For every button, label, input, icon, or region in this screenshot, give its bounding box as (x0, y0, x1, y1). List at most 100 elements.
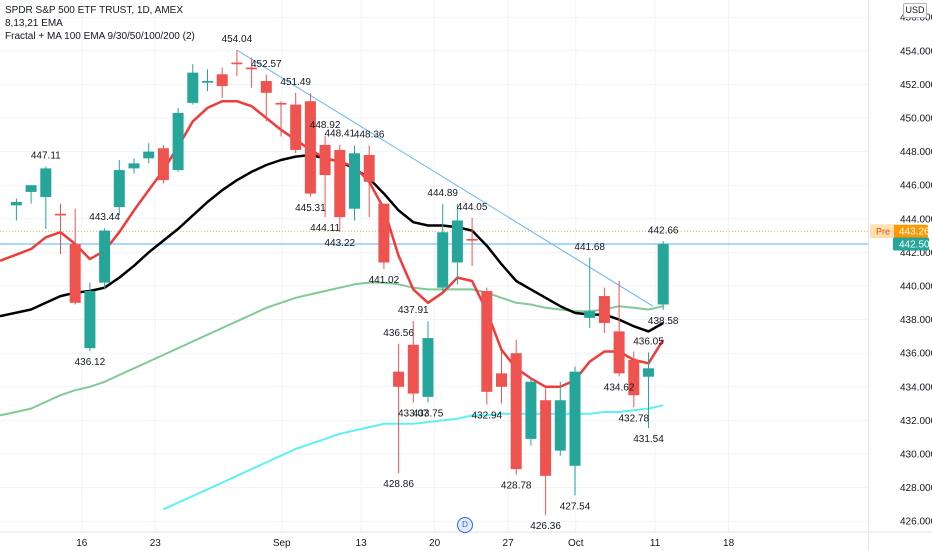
candle[interactable] (99, 228, 111, 290)
candle-body[interactable] (10, 202, 22, 206)
candle[interactable] (643, 352, 654, 429)
currency-button[interactable]: USD (903, 3, 927, 18)
candle-body[interactable] (628, 359, 640, 396)
candle[interactable] (481, 287, 493, 405)
candle-body[interactable] (275, 102, 287, 105)
symbol-title[interactable]: SPDR S&P 500 ETF TRUST, 1D, AMEX (5, 5, 184, 16)
candle[interactable] (466, 217, 478, 266)
candle[interactable] (363, 145, 375, 218)
candle[interactable] (260, 74, 272, 122)
candle[interactable] (216, 67, 228, 98)
candle[interactable] (55, 203, 66, 255)
candle-body[interactable] (363, 154, 375, 182)
candle-body[interactable] (569, 371, 581, 466)
candles[interactable] (10, 50, 669, 516)
candle[interactable] (657, 241, 669, 310)
candle-body[interactable] (187, 72, 199, 103)
candle-body[interactable] (69, 244, 81, 303)
candle[interactable] (69, 208, 81, 305)
candle[interactable] (290, 92, 302, 154)
candle[interactable] (437, 203, 449, 293)
candle-body[interactable] (407, 344, 419, 394)
candle[interactable] (540, 388, 552, 516)
candle-body[interactable] (40, 168, 52, 197)
candle-body[interactable] (319, 144, 331, 176)
candle-body[interactable] (451, 220, 463, 263)
candle-body[interactable] (260, 81, 272, 93)
candle-body[interactable] (334, 149, 346, 218)
candle[interactable] (451, 203, 463, 285)
candle[interactable] (334, 144, 346, 232)
candle-body[interactable] (437, 232, 449, 288)
candle[interactable] (628, 351, 640, 408)
candle-body[interactable] (143, 151, 155, 159)
candle[interactable] (231, 50, 243, 76)
candle[interactable] (113, 160, 125, 216)
candle-body[interactable] (481, 291, 493, 392)
candle[interactable] (393, 343, 405, 474)
candle[interactable] (304, 92, 316, 197)
candle-body[interactable] (422, 338, 434, 397)
candle-body[interactable] (99, 230, 111, 283)
candle-body[interactable] (157, 148, 169, 181)
candle-body[interactable] (613, 331, 625, 374)
candle[interactable] (25, 185, 37, 204)
candle-body[interactable] (525, 381, 537, 439)
candle-body[interactable] (55, 213, 66, 216)
candle[interactable] (187, 64, 199, 105)
candle[interactable] (128, 158, 140, 174)
candle-body[interactable] (554, 400, 566, 451)
candle-body[interactable] (378, 203, 390, 263)
candle-body[interactable] (172, 112, 184, 171)
candle-body[interactable] (540, 400, 552, 476)
candle[interactable] (157, 144, 169, 184)
candle[interactable] (172, 107, 184, 172)
candle[interactable] (407, 321, 419, 403)
candle[interactable] (10, 198, 22, 221)
candle-body[interactable] (598, 296, 610, 323)
candle-body[interactable] (510, 353, 522, 470)
candle[interactable] (584, 257, 596, 328)
candle-body[interactable] (304, 101, 316, 194)
dividend-event-icon[interactable]: D (457, 517, 473, 533)
candle[interactable] (319, 136, 331, 218)
candle[interactable] (275, 101, 287, 137)
candle-body[interactable] (25, 185, 37, 192)
candle[interactable] (84, 282, 96, 352)
candle-body[interactable] (84, 291, 96, 349)
candle-body[interactable] (231, 62, 243, 65)
candle-body[interactable] (113, 170, 125, 208)
candle[interactable] (378, 203, 390, 269)
candle-body[interactable] (496, 373, 507, 387)
fractal-indicator-label[interactable]: Fractal + MA 100 EMA 9/30/50/100/200 (2) (5, 31, 195, 42)
candle-body[interactable] (246, 67, 258, 70)
candle-body[interactable] (657, 244, 669, 305)
candle[interactable] (422, 321, 434, 403)
candle[interactable] (202, 69, 213, 92)
candle[interactable] (598, 287, 610, 334)
candle[interactable] (496, 351, 507, 404)
candle-body[interactable] (128, 163, 140, 169)
candle-body[interactable] (290, 104, 302, 150)
candle-body[interactable] (202, 81, 213, 83)
candle[interactable] (143, 143, 155, 164)
candle-body[interactable] (349, 153, 360, 209)
candle[interactable] (510, 339, 522, 475)
candle[interactable] (569, 366, 581, 496)
candle[interactable] (40, 166, 52, 229)
candle-body[interactable] (216, 74, 228, 87)
candle[interactable] (525, 376, 537, 446)
candle[interactable] (246, 57, 258, 88)
candle-body[interactable] (584, 311, 596, 318)
time-axis[interactable]: 16 23 Sep 13 20 27 Oct 11 18 (76, 538, 734, 549)
candle-body[interactable] (466, 238, 478, 241)
price-scale[interactable]: 426.000 428.000 430.000 432.000 434.000 436.0… (900, 13, 932, 528)
candle[interactable] (349, 145, 360, 221)
candle-body[interactable] (643, 368, 654, 377)
candle[interactable] (554, 381, 566, 456)
candle[interactable] (613, 280, 625, 377)
candle-body[interactable] (393, 371, 405, 387)
ema-indicator-label[interactable]: 8,13,21 EMA (5, 18, 63, 29)
